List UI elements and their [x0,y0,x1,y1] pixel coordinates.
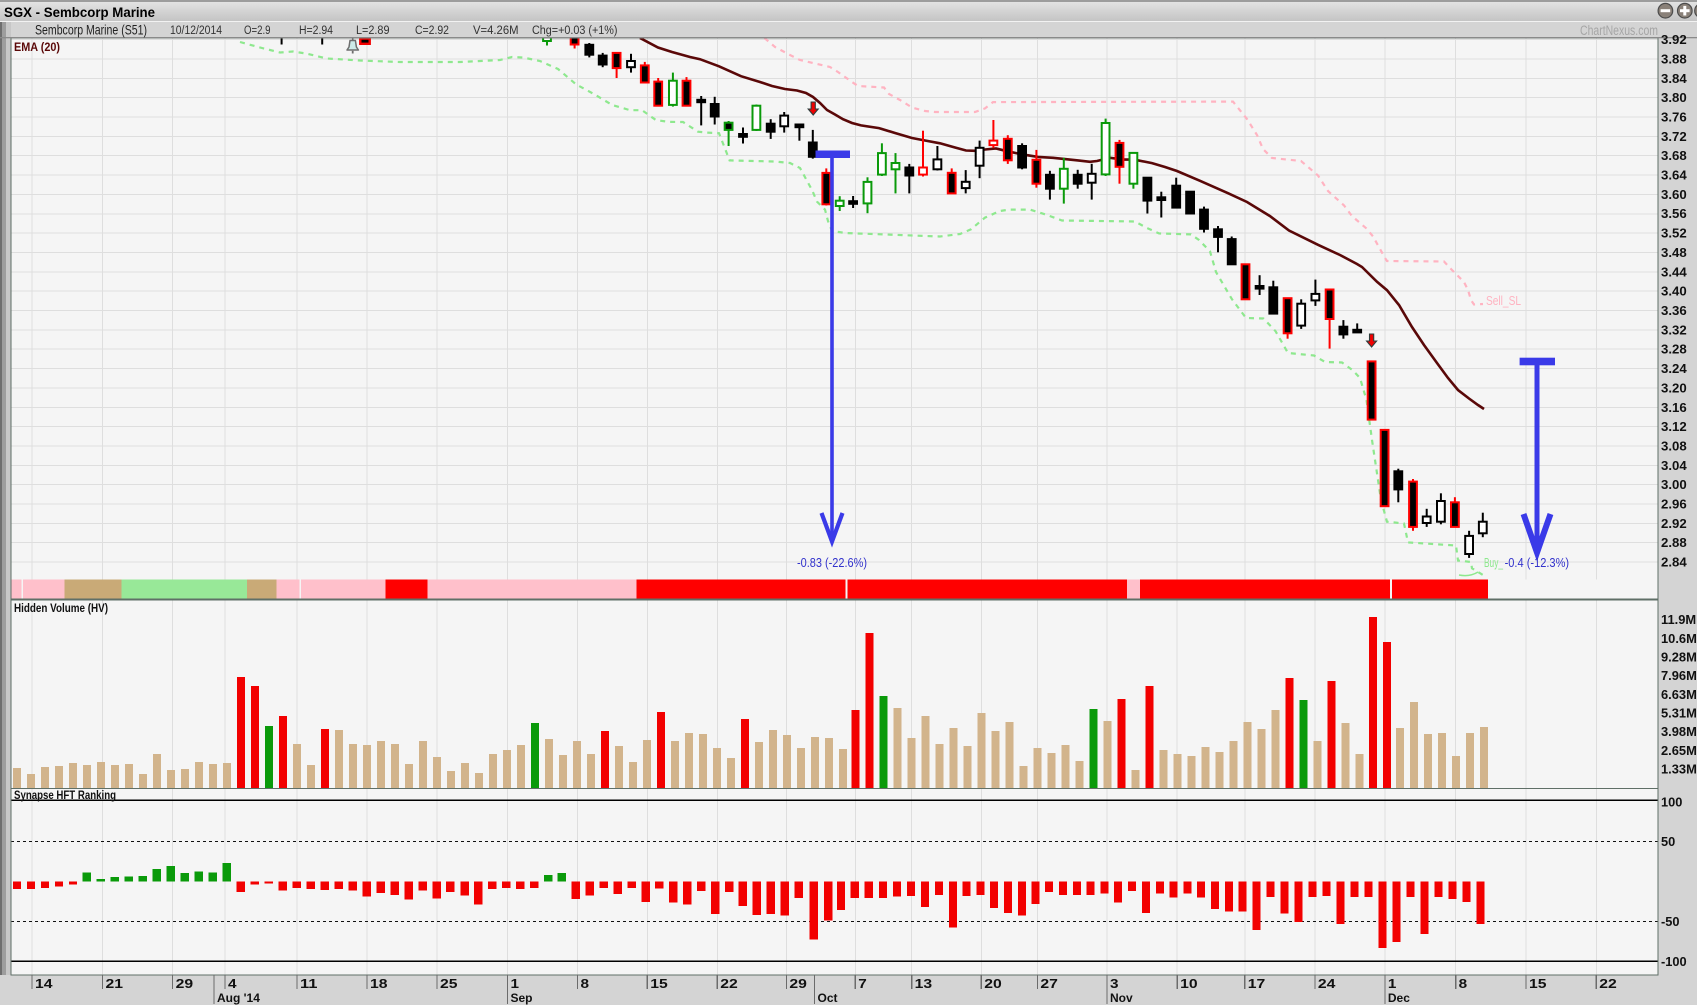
svg-text:3.28: 3.28 [1661,342,1687,357]
svg-text:Nov: Nov [1110,991,1133,1005]
svg-text:5.31M: 5.31M [1661,706,1697,721]
svg-text:3.88: 3.88 [1661,52,1687,67]
svg-text:3.00: 3.00 [1661,477,1687,492]
svg-text:1: 1 [1388,977,1397,991]
svg-text:Oct: Oct [818,991,838,1005]
svg-text:3: 3 [1110,977,1119,991]
svg-text:10/12/2014: 10/12/2014 [170,23,222,37]
svg-text:9.28M: 9.28M [1661,650,1697,665]
svg-text:4: 4 [228,977,237,991]
svg-text:3.98M: 3.98M [1661,724,1697,739]
svg-text:3.52: 3.52 [1661,226,1687,241]
svg-text:22: 22 [720,977,738,991]
svg-text:24: 24 [1318,977,1336,991]
svg-text:3.76: 3.76 [1661,110,1687,125]
svg-text:O=2.9: O=2.9 [244,23,271,37]
svg-text:EMA (20): EMA (20) [14,40,60,54]
svg-text:20: 20 [984,977,1002,991]
svg-text:Sembcorp Marine (S51): Sembcorp Marine (S51) [35,22,147,38]
svg-text:1: 1 [511,977,520,991]
svg-text:Aug '14: Aug '14 [217,991,260,1005]
svg-text:14: 14 [35,977,53,991]
svg-text:3.92: 3.92 [1661,32,1687,47]
svg-text:22: 22 [1599,977,1617,991]
svg-text:Hidden Volume (HV): Hidden Volume (HV) [14,601,108,615]
svg-text:-100: -100 [1661,954,1687,969]
svg-text:ChartNexus.com: ChartNexus.com [1580,23,1658,38]
svg-text:3.84: 3.84 [1661,71,1687,86]
svg-text:-50: -50 [1661,914,1680,929]
svg-text:C=2.92: C=2.92 [415,23,449,37]
svg-text:8: 8 [581,977,590,991]
svg-text:3.36: 3.36 [1661,303,1687,318]
svg-text:Dec: Dec [1388,991,1410,1005]
svg-text:7.96M: 7.96M [1661,668,1697,683]
svg-text:27: 27 [1040,977,1058,991]
svg-text:100: 100 [1661,795,1682,810]
svg-text:2.88: 2.88 [1661,535,1687,550]
svg-text:3.12: 3.12 [1661,419,1687,434]
svg-text:29: 29 [176,977,194,991]
svg-text:Chg=+0.03 (+1%): Chg=+0.03 (+1%) [532,23,618,37]
svg-text:Sell_SL: Sell_SL [1486,294,1521,308]
svg-text:15: 15 [1529,977,1547,991]
svg-text:3.72: 3.72 [1661,129,1687,144]
svg-text:-0.83 (-22.6%): -0.83 (-22.6%) [797,556,867,570]
svg-text:13: 13 [915,977,933,991]
svg-text:17: 17 [1248,977,1266,991]
svg-text:3.64: 3.64 [1661,168,1687,183]
svg-text:11.9M: 11.9M [1661,612,1696,627]
svg-text:8: 8 [1459,977,1468,991]
svg-text:Sep: Sep [511,991,533,1005]
svg-text:11: 11 [300,977,318,991]
svg-text:3.40: 3.40 [1661,284,1687,299]
svg-text:-0.4 (-12.3%): -0.4 (-12.3%) [1505,556,1570,570]
svg-text:1.33M: 1.33M [1661,762,1697,777]
svg-text:3.56: 3.56 [1661,206,1687,221]
svg-text:3.16: 3.16 [1661,400,1687,415]
svg-text:L=2.89: L=2.89 [356,23,390,37]
svg-text:Buy_: Buy_ [1484,556,1504,570]
svg-text:3.80: 3.80 [1661,90,1687,105]
svg-text:15: 15 [650,977,668,991]
svg-text:2.96: 2.96 [1661,497,1687,512]
svg-text:2.65M: 2.65M [1661,743,1697,758]
svg-text:Synapse HFT Ranking: Synapse HFT Ranking [14,788,116,802]
svg-text:SGX - Sembcorp Marine: SGX - Sembcorp Marine [4,4,155,20]
svg-text:3.08: 3.08 [1661,439,1687,454]
svg-text:3.68: 3.68 [1661,148,1687,163]
svg-text:18: 18 [370,977,388,991]
svg-text:V=4.26M: V=4.26M [473,23,519,37]
svg-text:2.84: 2.84 [1661,555,1687,570]
svg-text:2.92: 2.92 [1661,516,1687,531]
svg-text:21: 21 [106,977,124,991]
svg-text:3.24: 3.24 [1661,361,1687,376]
svg-text:10: 10 [1180,977,1198,991]
svg-text:7: 7 [858,977,867,991]
svg-text:3.44: 3.44 [1661,264,1687,279]
svg-text:6.63M: 6.63M [1661,687,1697,702]
svg-text:50: 50 [1661,834,1675,849]
svg-text:3.60: 3.60 [1661,187,1687,202]
svg-text:3.48: 3.48 [1661,245,1687,260]
svg-text:10.6M: 10.6M [1661,631,1697,646]
svg-text:3.32: 3.32 [1661,322,1687,337]
svg-text:25: 25 [440,977,458,991]
svg-text:29: 29 [789,977,807,991]
svg-text:H=2.94: H=2.94 [299,23,333,37]
svg-text:3.04: 3.04 [1661,458,1687,473]
svg-text:3.20: 3.20 [1661,380,1687,395]
